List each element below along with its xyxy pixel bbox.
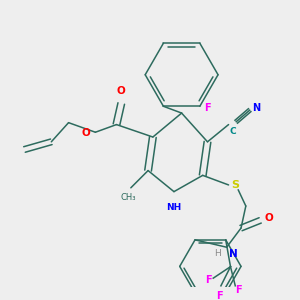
- Text: F: F: [235, 285, 242, 295]
- Text: CH₃: CH₃: [120, 193, 136, 202]
- Text: S: S: [231, 180, 239, 190]
- Text: F: F: [216, 291, 222, 300]
- Text: F: F: [205, 275, 212, 285]
- Text: NH: NH: [166, 203, 182, 212]
- Text: N: N: [253, 103, 261, 113]
- Text: O: O: [117, 86, 126, 96]
- Text: C: C: [230, 128, 236, 136]
- Text: N: N: [229, 249, 237, 259]
- Text: O: O: [264, 214, 273, 224]
- Text: O: O: [82, 128, 91, 138]
- Text: F: F: [204, 103, 210, 113]
- Text: H: H: [214, 249, 221, 258]
